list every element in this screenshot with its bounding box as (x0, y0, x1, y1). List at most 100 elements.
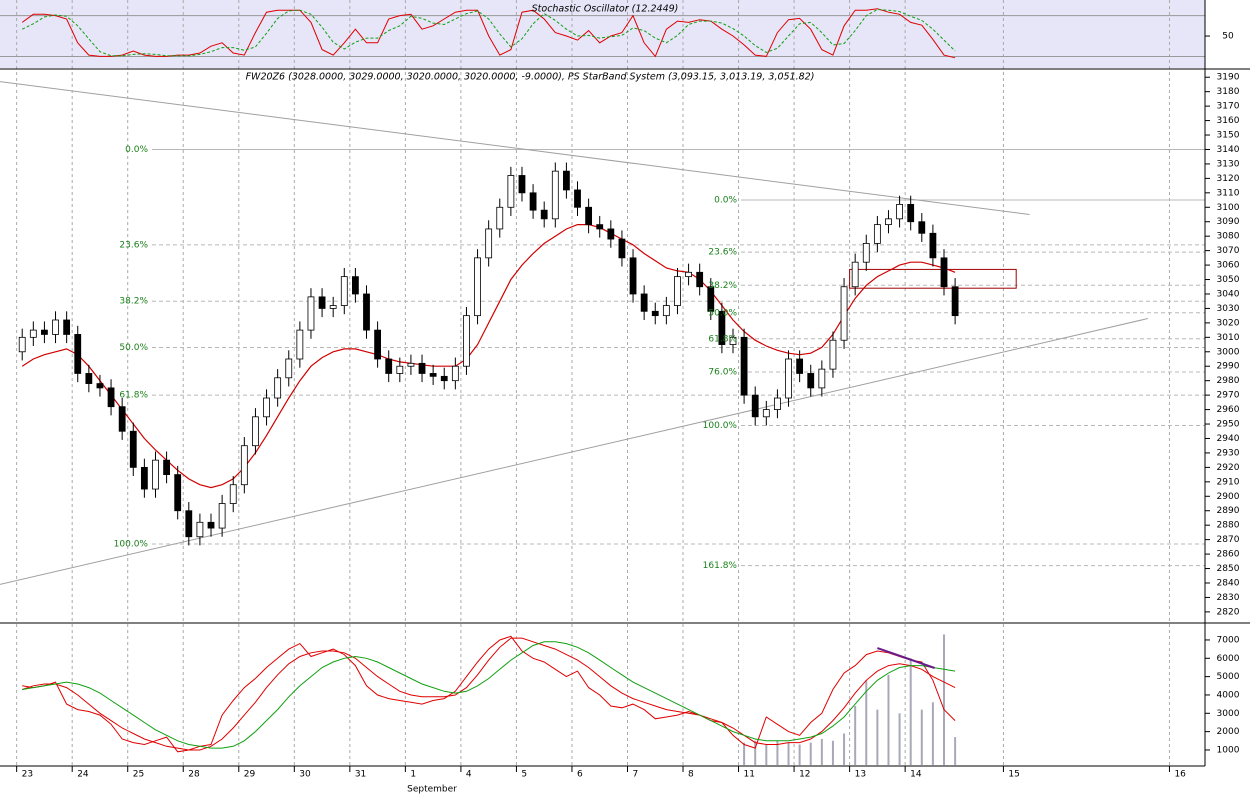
y-tick-label: 2990 (1217, 362, 1240, 372)
x-tick-label: 31 (355, 770, 366, 780)
fibonacci-label: 38.2% (119, 297, 148, 307)
candle-body (651, 310, 659, 317)
trend-line (0, 318, 1148, 585)
series-line (22, 635, 956, 753)
y-tick-label: 2890 (1217, 506, 1240, 516)
candle-body (796, 358, 804, 374)
trend-line (877, 647, 935, 669)
y-tick-label: 3160 (1217, 116, 1240, 126)
candle-body (518, 175, 526, 194)
candle-body (440, 375, 448, 382)
candle-body (607, 228, 615, 240)
y-tick-label: 3170 (1217, 102, 1240, 112)
y-tick-label: 3180 (1217, 87, 1240, 97)
candle-body (751, 394, 759, 418)
series-line (22, 637, 956, 751)
candle-body (96, 383, 104, 389)
volume-bar (943, 634, 946, 765)
volume-bar (909, 658, 912, 765)
trend-line (0, 81, 1030, 215)
candle-body (296, 329, 304, 360)
candle-body (807, 373, 815, 389)
fibonacci-label: 161.8% (703, 561, 738, 571)
candle-body (74, 334, 82, 374)
candle-body (774, 397, 781, 410)
candle-body (873, 224, 881, 244)
x-tick-label: 16 (1174, 770, 1186, 780)
candle-body (674, 276, 681, 306)
candle-body (940, 257, 948, 288)
candle-body (729, 336, 737, 345)
y-tick-label: 1000 (1217, 745, 1240, 755)
candle-body (396, 365, 404, 374)
candle-body (285, 358, 293, 379)
candle-body (885, 218, 892, 226)
candle-body (785, 358, 792, 399)
y-tick-label: 2960 (1217, 405, 1240, 415)
y-tick-label: 3130 (1217, 159, 1240, 169)
y-tick-label: 3120 (1217, 174, 1240, 184)
candle-body (129, 430, 137, 468)
volume-bar (931, 702, 934, 765)
candle-body (329, 305, 337, 309)
candle-body (418, 362, 426, 374)
series-line (22, 641, 956, 749)
x-tick-label: 24 (77, 770, 89, 780)
candle-body (18, 336, 26, 353)
candle-body (563, 170, 570, 191)
candle-body (463, 315, 470, 367)
fibonacci-label: 38.2% (708, 281, 737, 291)
candle-body (318, 296, 326, 309)
y-tick-label: 2940 (1217, 434, 1240, 444)
y-tick-label: 2910 (1217, 477, 1240, 487)
volume-bar (831, 740, 834, 765)
fibonacci-label: 0.0% (125, 145, 148, 155)
candle-body (240, 445, 248, 486)
volume-bar (865, 680, 868, 765)
candle-body (551, 170, 559, 220)
y-tick-label: 2860 (1217, 550, 1240, 560)
x-tick-label: 6 (577, 770, 583, 780)
candle-body (207, 521, 215, 529)
candle-body (862, 243, 870, 263)
candle-body (840, 286, 848, 341)
y-tick-label: 3000 (1217, 709, 1240, 719)
candle-body (907, 203, 915, 223)
candle-body (851, 261, 859, 288)
candle-body (740, 336, 748, 396)
y-tick-label: 3080 (1217, 232, 1240, 242)
y-tick-label: 2000 (1217, 727, 1240, 737)
candle-body (229, 484, 237, 504)
plot (18, 8, 1017, 765)
fibonacci-label: 61.8% (708, 334, 737, 344)
candle-body (152, 459, 159, 490)
candle-body (707, 286, 715, 312)
series-line (21, 8, 956, 57)
candle-body (718, 310, 726, 345)
candle-body (351, 276, 359, 295)
candle-body (107, 387, 115, 408)
fibonacci-label: 23.6% (119, 240, 148, 250)
candle-body (118, 406, 126, 432)
candle-body (585, 206, 593, 226)
y-tick-label: 2900 (1217, 492, 1240, 502)
volume-bar (843, 733, 846, 765)
y-tick-label: 3090 (1217, 217, 1240, 227)
candle-body (41, 329, 48, 335)
y-tick-label: 3030 (1217, 304, 1240, 314)
y-tick-label: 4000 (1217, 690, 1240, 700)
y-tick-label: 3040 (1217, 289, 1240, 299)
price-background (0, 70, 1205, 622)
x-tick-label: 23 (22, 770, 33, 780)
volume-bar (876, 709, 879, 765)
volume-bar (820, 738, 823, 765)
x-tick-label: 4 (466, 770, 472, 780)
y-tick-label: 2950 (1217, 420, 1240, 430)
candle-body (429, 373, 437, 377)
candle-body (762, 409, 770, 418)
candle-body (629, 257, 637, 295)
y-tick-label: 3190 (1217, 73, 1240, 83)
y-tick-label: 2830 (1217, 593, 1240, 603)
candle-body (385, 358, 393, 374)
